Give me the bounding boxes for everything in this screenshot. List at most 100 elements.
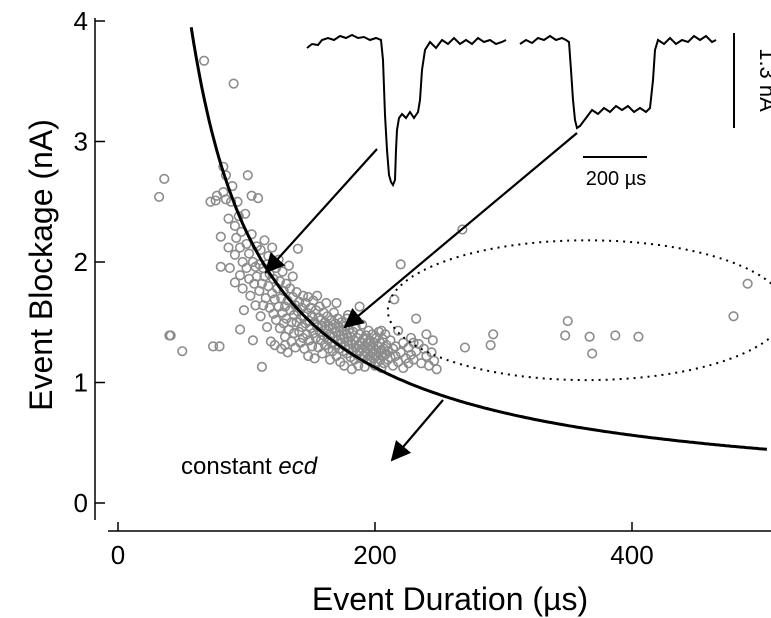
data-point — [224, 262, 235, 274]
data-point — [205, 196, 216, 207]
data-point — [562, 315, 573, 327]
data-point — [215, 231, 226, 242]
time-scale-label: 200 µs — [586, 168, 646, 190]
data-point — [242, 170, 253, 181]
outlier-ellipse — [386, 239, 771, 382]
data-point — [247, 335, 259, 346]
data-point — [255, 311, 266, 322]
data-point — [393, 325, 404, 336]
constant-ecd-label-italic: ecd — [278, 453, 317, 480]
data-point — [306, 341, 318, 352]
data-point — [263, 250, 274, 262]
data-point — [488, 329, 499, 340]
data-point — [288, 327, 300, 339]
data-point — [252, 193, 264, 204]
data-point — [287, 271, 298, 282]
data-point — [223, 213, 234, 224]
data-point — [303, 350, 314, 362]
y-tick-label: 1 — [74, 368, 88, 398]
data-point — [376, 325, 387, 336]
annotation-arrow — [343, 132, 578, 329]
data-points — [154, 55, 753, 375]
data-point — [427, 335, 438, 346]
data-point — [292, 243, 304, 254]
data-point — [331, 297, 342, 309]
data-point — [228, 78, 239, 89]
annotation-arrow — [390, 399, 444, 462]
data-point — [164, 330, 175, 341]
data-point — [159, 173, 170, 184]
data-point — [584, 331, 595, 342]
data-point — [261, 321, 273, 333]
data-point — [610, 330, 621, 341]
x-tick-label: 0 — [111, 540, 125, 570]
data-point — [243, 248, 255, 259]
data-point — [421, 329, 432, 340]
y-axis-ticks: 0 1 2 3 4 — [74, 6, 105, 518]
data-point — [354, 301, 365, 312]
data-point — [321, 297, 332, 309]
data-point — [256, 361, 268, 372]
data-point — [431, 364, 442, 375]
data-point — [247, 256, 259, 268]
constant-ecd-curve — [189, 27, 768, 451]
data-point — [220, 194, 232, 205]
data-point — [411, 313, 422, 324]
data-point — [207, 341, 219, 352]
data-point — [742, 278, 753, 289]
x-axis-ticks: 0 200 400 — [111, 522, 654, 570]
data-point — [259, 271, 270, 282]
data-point — [283, 260, 295, 271]
data-point — [177, 346, 188, 357]
data-point — [309, 353, 320, 364]
data-point — [485, 340, 496, 351]
data-point — [560, 330, 571, 341]
data-point — [238, 305, 250, 316]
data-point — [210, 195, 221, 206]
x-tick-label: 200 — [353, 540, 396, 570]
data-point — [240, 208, 251, 219]
constant-ecd-label: constant ecd — [181, 453, 318, 480]
data-point — [229, 277, 241, 288]
data-point — [229, 220, 241, 231]
data-point — [198, 55, 210, 66]
data-point — [234, 324, 246, 335]
y-tick-label: 3 — [74, 127, 88, 157]
data-point — [398, 362, 409, 374]
data-point — [237, 283, 248, 294]
data-point — [587, 348, 598, 359]
data-point — [250, 300, 261, 311]
data-point — [728, 311, 739, 322]
data-point — [245, 290, 256, 301]
data-point — [268, 273, 279, 284]
y-tick-label: 4 — [74, 6, 88, 36]
data-point — [395, 347, 406, 358]
annotation-arrows — [264, 132, 578, 462]
data-point — [215, 261, 226, 272]
y-tick-label: 0 — [74, 488, 88, 518]
data-point — [395, 259, 406, 270]
data-point — [312, 290, 323, 301]
data-point — [259, 235, 270, 246]
data-point — [223, 242, 234, 253]
data-point — [246, 190, 257, 201]
data-point — [405, 332, 417, 344]
current-scale-label: 1.3 nA — [755, 48, 771, 112]
data-point — [389, 294, 400, 305]
x-tick-label: 400 — [610, 540, 653, 570]
data-point — [279, 340, 291, 351]
data-point — [633, 331, 644, 342]
current-trace-long-event — [519, 34, 717, 130]
data-point — [429, 355, 440, 366]
data-point — [382, 346, 393, 357]
current-trace-short-event — [306, 33, 507, 188]
data-point — [229, 249, 241, 260]
data-point — [459, 342, 471, 353]
annotation-arrow — [264, 148, 378, 274]
data-point — [214, 341, 225, 352]
constant-ecd-label-plain: constant — [181, 453, 272, 480]
y-tick-label: 2 — [74, 247, 88, 277]
data-point — [304, 315, 315, 327]
